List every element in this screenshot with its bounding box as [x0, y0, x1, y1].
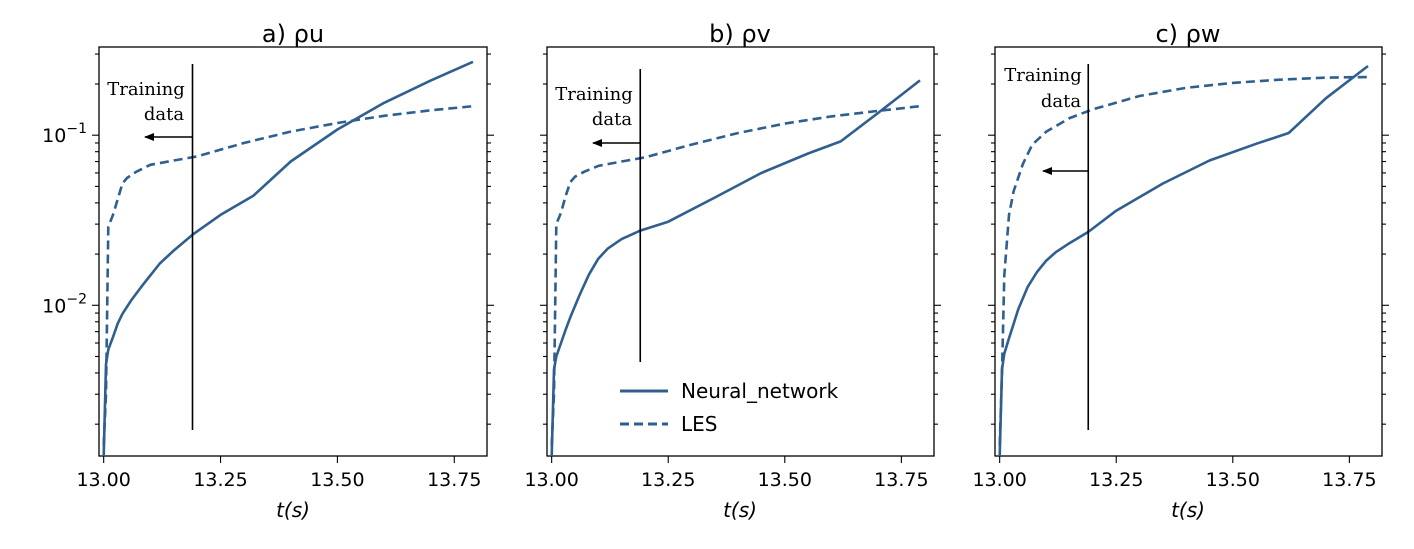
plot-area: 13.00 13.25 13.50 13.75	[524, 46, 941, 491]
x-tick-label: 13.50	[1206, 469, 1260, 491]
panel-b: b) ρv 13.00 13.25 13.50 13.75 t(s) Training…	[524, 20, 941, 522]
y-tick-label: 10−1	[42, 121, 87, 147]
x-tick-label: 13.75	[1322, 469, 1376, 491]
y-tick-label: 10−2	[42, 291, 87, 317]
annotation-line-2: data	[1041, 91, 1081, 112]
plot-area: 10−110−213.00 13.25 13.50 13.75	[42, 46, 494, 491]
x-tick-label: 13.50	[310, 469, 364, 491]
x-tick-label: 13.75	[427, 469, 481, 491]
annotation-line-1: Training	[1004, 65, 1082, 86]
plot-area: 13.00 13.25 13.50 13.75	[972, 46, 1389, 491]
panel-c: c) ρw 13.00 13.25 13.50 13.75 t(s) Training…	[972, 20, 1389, 522]
series-line-neural-network	[998, 64, 1369, 457]
legend-label: LES	[681, 412, 717, 436]
x-tick-label: 13.25	[1089, 469, 1143, 491]
y-tick-label-exponent: −1	[66, 121, 87, 137]
chart-title: c) ρw	[1155, 20, 1220, 48]
x-tick-label: 13.00	[972, 469, 1026, 491]
series-line-les	[102, 104, 474, 446]
x-tick-label: 13.25	[193, 469, 247, 491]
panel-a: a) ρu 10−110−213.00 13.25 13.50 13.75 t(s) …	[42, 20, 494, 522]
axes-frame	[98, 46, 488, 457]
series-line-neural-network	[550, 79, 921, 457]
annotation-line-2: data	[144, 104, 184, 125]
chart-title: b) ρv	[709, 20, 771, 48]
y-tick-label-exponent: −2	[66, 291, 87, 307]
x-tick-label: 13.00	[524, 469, 578, 491]
series-line-les	[550, 104, 921, 446]
x-tick-label: 13.25	[641, 469, 695, 491]
axes-frame	[546, 46, 935, 457]
x-tick-label: 13.00	[76, 469, 130, 491]
x-axis-label: t(s)	[1171, 498, 1205, 522]
axes-frame	[994, 46, 1383, 457]
legend-label: Neural_network	[681, 379, 839, 403]
x-axis-label: t(s)	[276, 498, 310, 522]
y-tick-label-base: 10	[42, 125, 66, 147]
annotation-line-2: data	[592, 109, 632, 130]
annotation-line-1: Training	[555, 84, 633, 105]
series-line-les	[998, 75, 1369, 446]
x-tick-label: 13.50	[758, 469, 812, 491]
series-line-neural-network	[102, 60, 474, 457]
x-tick-label: 13.75	[874, 469, 928, 491]
x-axis-label: t(s)	[723, 498, 757, 522]
chart-title: a) ρu	[262, 20, 324, 48]
y-tick-label-base: 10	[42, 295, 66, 317]
legend: Neural_network LES	[620, 379, 839, 436]
annotation-line-1: Training	[107, 79, 185, 100]
